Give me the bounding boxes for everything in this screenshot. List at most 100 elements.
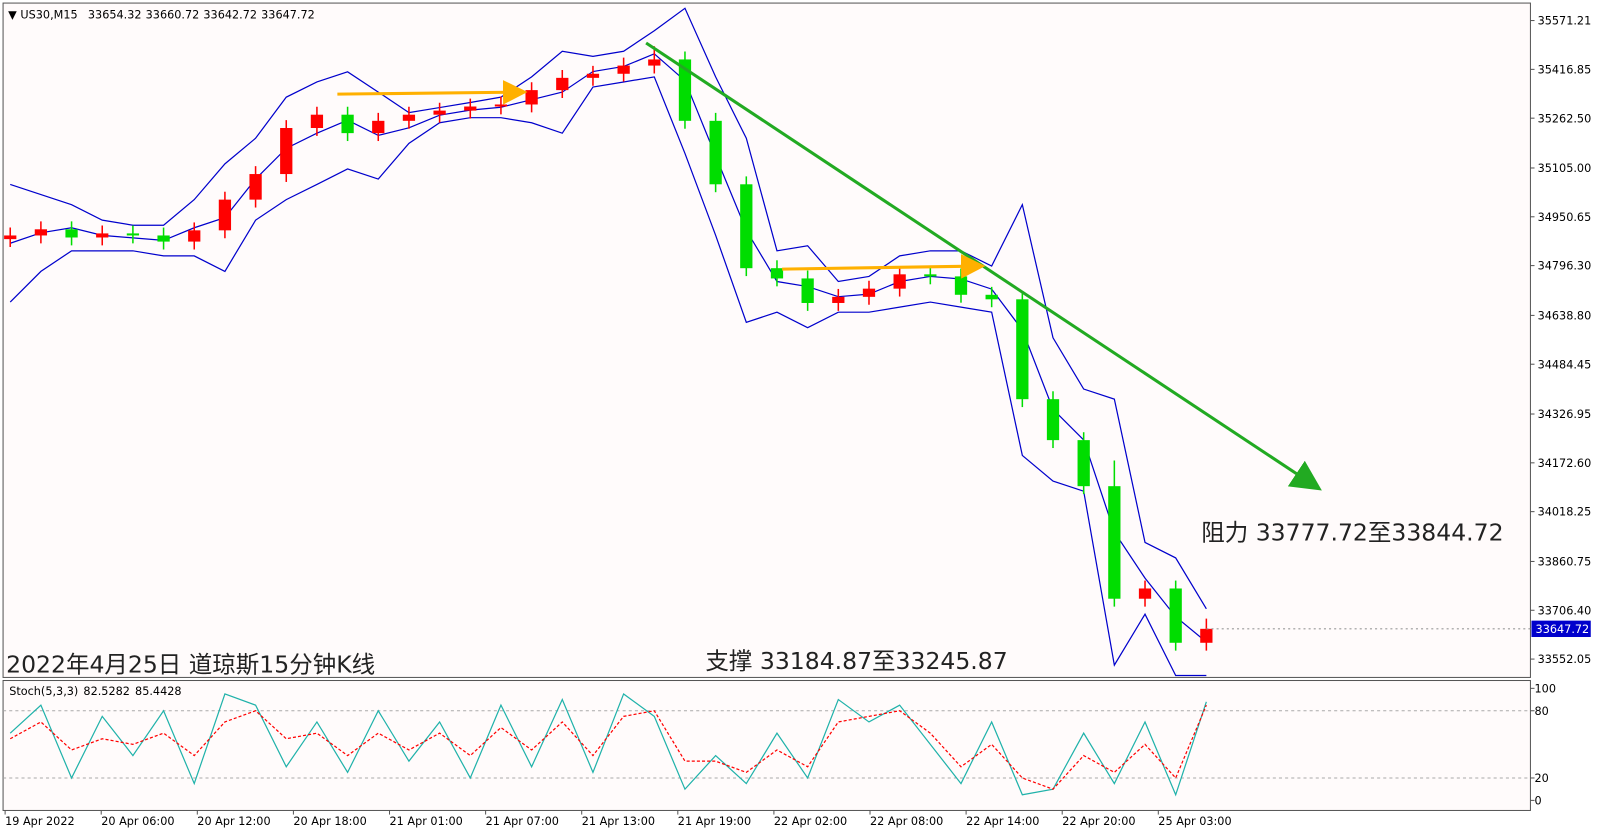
last-price-box [1531,620,1591,638]
main-panel [2,2,1531,678]
candle-body [34,229,48,236]
candle-body [1108,486,1121,599]
candle-body [985,294,998,300]
candle-body [525,90,538,105]
x-tick-label: 22 Apr 20:00 [1062,815,1135,828]
stoch-signal-value: 85.4428 [135,685,182,698]
symbol: US30,M15 [20,8,77,21]
candle-body [157,235,170,242]
candle-body [556,77,569,91]
candle-body [862,288,876,297]
candle-body [280,128,293,175]
candle-body [126,233,140,236]
y-tick-label: 34638.80 [1538,309,1592,322]
x-tick-label: 21 Apr 07:00 [486,815,559,828]
stoch-line [9,692,1207,797]
chart-header: ▼ US30,M15 33654.32 33660.72 33642.72 33647.… [8,8,315,21]
candle-body [4,235,17,240]
header-icon: ▼ [8,8,20,21]
x-tick-label: 20 Apr 18:00 [293,815,366,828]
candle-body [341,114,354,134]
resistance-annotation: 阻力 33777.72至33844.72 [1201,518,1503,546]
candle-body [372,120,385,134]
candle-body [402,114,416,121]
y-tick-label: 35105.00 [1538,162,1592,175]
candle-body [586,73,600,78]
y-tick-label: 33706.40 [1538,604,1592,617]
header-high: 33660.72 [146,8,200,21]
y-tick-label: 0 [1535,794,1542,807]
candle-body [188,230,201,242]
last-price-label: 33647.72 [1536,623,1590,636]
candle-body [1016,299,1029,400]
candle-body [65,229,78,238]
candle-body [494,104,508,107]
axes: 35571.21 35416.85 35262.50 35105.00 34950.65… [4,15,1592,828]
x-tick-label: 22 Apr 14:00 [966,815,1039,828]
candle-body [1169,588,1182,643]
stoch-panel [2,679,1531,811]
x-tick-label: 21 Apr 13:00 [582,815,655,828]
upper-band [10,7,1207,610]
candle-body [1046,399,1060,441]
x-tick-label: 21 Apr 01:00 [390,815,463,828]
y-tick-label: 20 [1535,772,1549,785]
x-tick-label: 21 Apr 19:00 [678,815,751,828]
stoch-title: Stoch(5,3,3) [9,685,78,698]
candle-body [924,274,937,277]
stoch-line [9,704,1207,790]
middle-band [10,53,1207,643]
x-tick-label: 19 Apr 2022 [5,815,75,828]
header-close: 33647.72 [261,8,315,21]
candle-body [740,184,753,269]
candle-body [218,199,232,231]
y-tick-label: 80 [1535,705,1549,718]
x-tick-label: 25 Apr 03:00 [1158,815,1231,828]
y-tick-label: 100 [1535,682,1556,695]
support-annotation: 支撑 33184.87至33245.87 [705,647,1007,675]
candle-body [832,296,845,303]
y-tick-label: 34950.65 [1538,211,1592,224]
y-tick-label: 34796.30 [1538,260,1592,273]
candle-body [96,233,109,238]
candle-body [801,278,814,303]
header-low: 33642.72 [203,8,257,21]
y-tick-label: 34326.95 [1538,408,1592,421]
chart-title: 2022年4月25日 道琼斯15分钟K线 [6,650,375,678]
candle-body [709,120,722,185]
y-tick-label: 34018.25 [1538,506,1592,519]
range-arrow [782,254,986,279]
candle-body [678,59,692,121]
x-tick-label: 22 Apr 08:00 [870,815,943,828]
y-tick-label: 34484.45 [1538,358,1592,371]
candle-body [617,65,630,74]
candle-body [464,106,477,111]
lower-band [9,76,1207,677]
candle-body [249,174,262,200]
y-tick-label: 35262.50 [1538,112,1592,125]
candle-body [1200,628,1213,643]
x-tick-label: 20 Apr 06:00 [101,815,174,828]
candle-body [893,274,906,289]
candle-body [1077,440,1090,487]
candle-body [648,59,661,66]
candle-body [770,268,784,279]
candle-body [954,276,968,295]
y-tick-label: 35571.21 [1538,15,1592,28]
y-tick-label: 33860.75 [1538,556,1592,569]
y-tick-label: 35416.85 [1538,63,1592,76]
main-plot [4,7,1531,677]
y-tick-label: 34172.60 [1538,457,1592,470]
stoch-header: Stoch(5,3,3) 82.5282 85.4428 [9,685,181,698]
x-tick-label: 20 Apr 12:00 [197,815,270,828]
candle-body [1138,588,1152,599]
candle-body [433,110,446,115]
candle-body [310,114,324,129]
y-tick-label: 33552.05 [1538,653,1592,666]
stoch-main-value: 82.5282 [83,685,130,698]
x-tick-label: 22 Apr 02:00 [774,815,847,828]
header-open: 33654.32 [88,8,142,21]
range-arrow [337,80,528,105]
